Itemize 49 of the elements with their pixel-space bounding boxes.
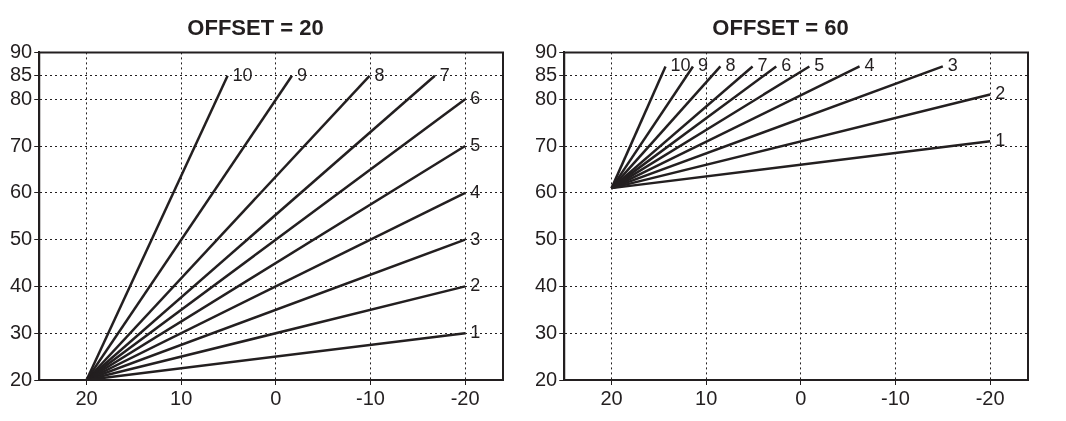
y-tick-label: 20	[10, 367, 33, 390]
y-tick-label: 60	[535, 180, 558, 203]
series-label: 10	[670, 55, 691, 76]
series-label: 5	[470, 134, 481, 155]
x-tick-label: 20	[600, 386, 623, 409]
series-label: 6	[781, 55, 792, 76]
series-label: 1	[470, 322, 481, 343]
series-label: 10	[232, 64, 253, 85]
x-tick-label: -20	[975, 386, 1005, 409]
y-tick-label: 85	[10, 63, 33, 86]
y-tick-label: 40	[535, 273, 558, 296]
x-tick-label: -10	[356, 386, 385, 409]
y-tick-label: 40	[10, 273, 33, 296]
series-label: 4	[864, 55, 875, 76]
x-tick-label: 10	[695, 386, 718, 409]
y-tick-label: 80	[535, 86, 558, 109]
x-tick-label: 0	[270, 386, 282, 409]
y-tick-label: 80	[10, 86, 33, 109]
series-label: 8	[725, 55, 736, 76]
y-tick-label: 90	[535, 39, 558, 62]
series-label: 2	[995, 83, 1006, 104]
x-tick-label: 0	[795, 386, 807, 409]
series-label: 6	[470, 88, 481, 109]
chart-title: OFFSET = 60	[712, 15, 849, 41]
y-tick-label: 70	[10, 133, 33, 156]
series-label: 7	[757, 55, 768, 76]
series-label: 3	[947, 55, 958, 76]
chart-title: OFFSET = 20	[187, 15, 324, 41]
series-label: 4	[470, 181, 481, 202]
x-tick-label: 10	[170, 386, 193, 409]
series-label: 1	[995, 130, 1006, 151]
x-tick-label: -10	[881, 386, 910, 409]
x-tick-label: 20	[75, 386, 98, 409]
series-label: 5	[814, 55, 825, 76]
series-label: 9	[697, 55, 708, 76]
y-tick-label: 20	[535, 367, 558, 390]
series-label: 3	[470, 228, 481, 249]
y-tick-label: 60	[10, 180, 33, 203]
series-label: 2	[470, 275, 481, 296]
x-tick-label: -20	[450, 386, 480, 409]
series-label: 7	[439, 64, 450, 85]
y-tick-label: 85	[535, 63, 558, 86]
series-label: 8	[374, 64, 385, 85]
y-tick-label: 30	[535, 320, 558, 343]
y-tick-label: 70	[535, 133, 558, 156]
y-tick-label: 50	[535, 227, 558, 250]
y-tick-label: 90	[10, 39, 33, 62]
y-tick-label: 30	[10, 320, 33, 343]
y-tick-label: 50	[10, 227, 33, 250]
